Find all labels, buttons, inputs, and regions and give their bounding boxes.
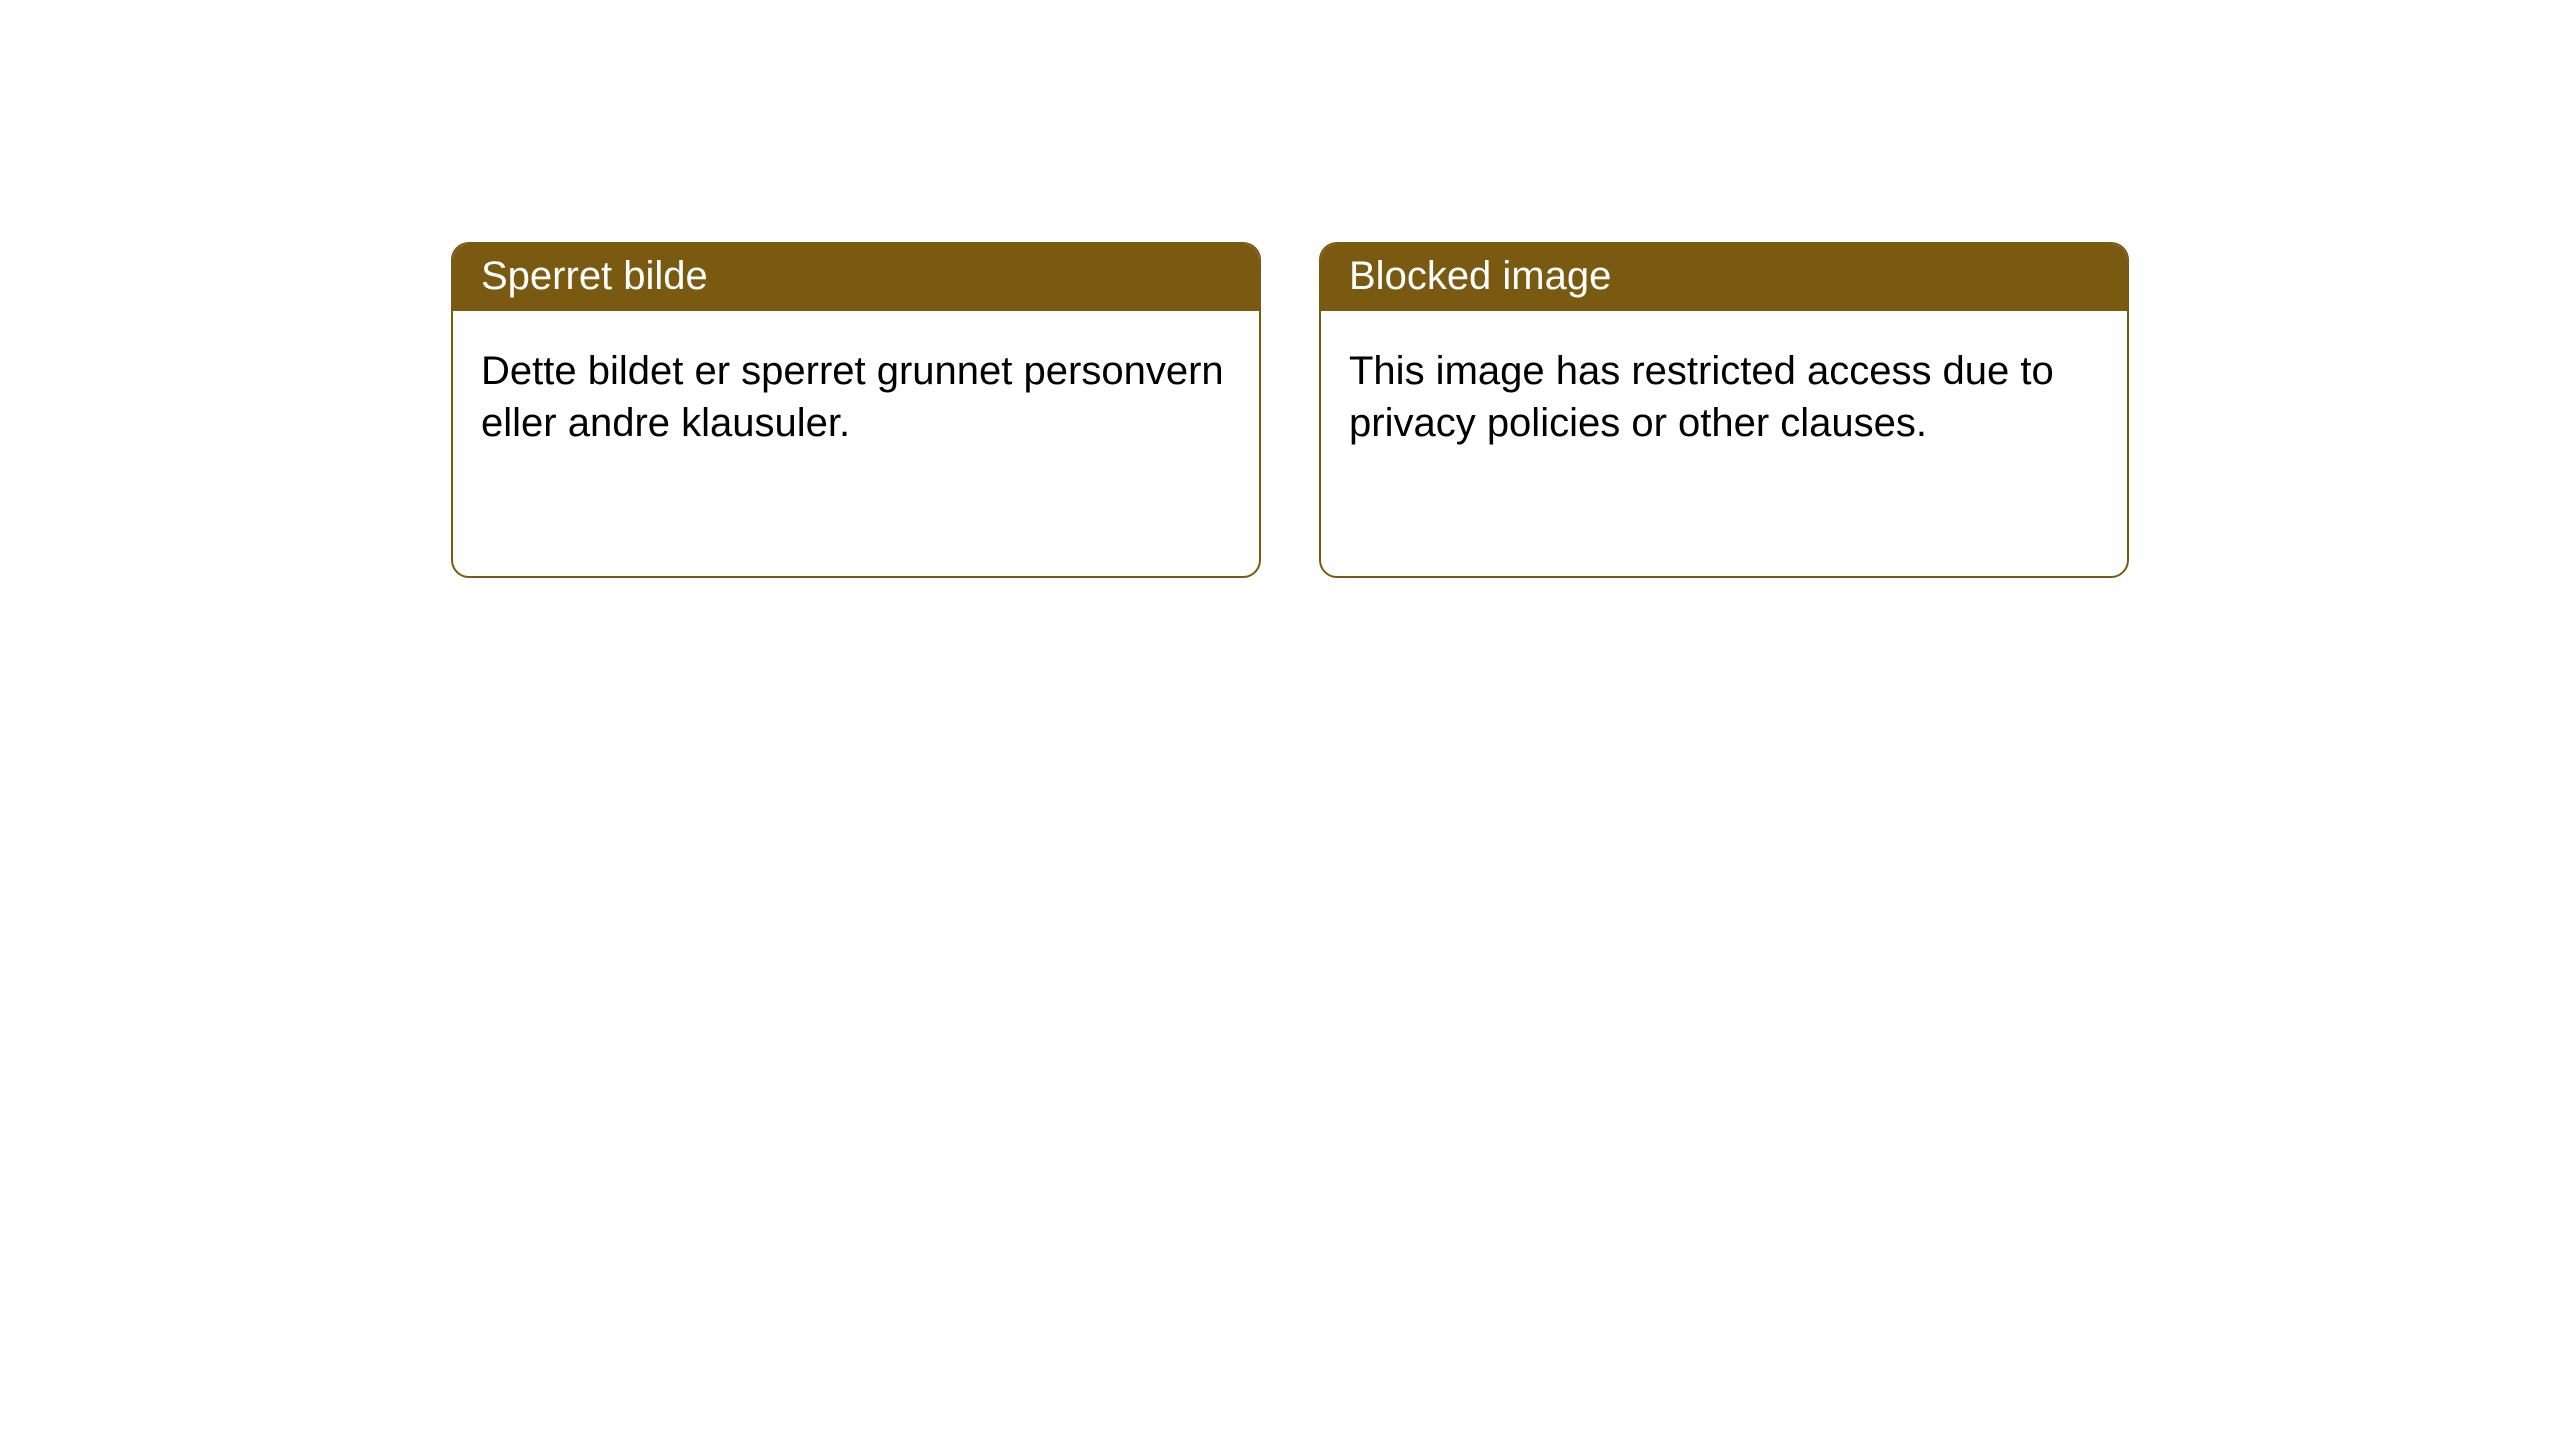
blocked-image-card-en: Blocked image This image has restricted … <box>1319 242 2129 578</box>
card-body-no: Dette bildet er sperret grunnet personve… <box>453 311 1259 483</box>
card-body-en: This image has restricted access due to … <box>1321 311 2127 483</box>
card-header-en: Blocked image <box>1321 244 2127 311</box>
notice-container: Sperret bilde Dette bildet er sperret gr… <box>0 0 2560 578</box>
blocked-image-card-no: Sperret bilde Dette bildet er sperret gr… <box>451 242 1261 578</box>
card-header-no: Sperret bilde <box>453 244 1259 311</box>
